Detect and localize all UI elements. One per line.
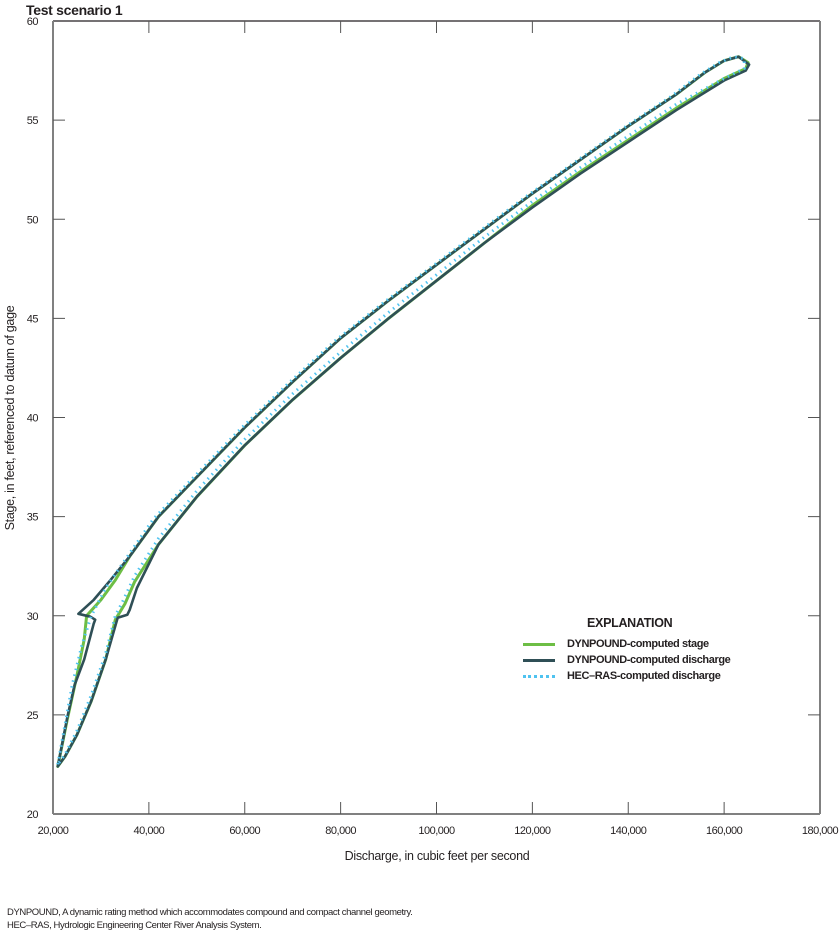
legend-title: EXPLANATION	[587, 616, 673, 630]
x-tick-label: 160,000	[706, 825, 743, 837]
y-tick-label: 30	[27, 611, 39, 623]
x-tick-label: 100,000	[418, 825, 455, 837]
footnote-hecras: HEC–RAS, Hydrologic Engineering Center R…	[7, 920, 262, 931]
chart-title: Test scenario 1	[26, 2, 123, 18]
x-tick-label: 20,000	[38, 825, 69, 837]
legend-item-stage: DYNPOUND-computed stage	[523, 636, 763, 652]
data-series	[56, 55, 751, 768]
y-tick-label: 55	[27, 115, 39, 127]
x-tick-label: 180,000	[802, 825, 839, 837]
y-tick-label: 20	[27, 809, 39, 821]
legend-item-dynpound-discharge: DYNPOUND-computed discharge	[523, 652, 763, 668]
legend: EXPLANATION DYNPOUND-computed stage DYNP…	[523, 616, 763, 684]
x-tick-label: 140,000	[610, 825, 647, 837]
axes: 20,000 40,000 60,000 80,000 100,000 120,000 14…	[27, 16, 839, 837]
legend-label: DYNPOUND-computed stage	[567, 638, 709, 650]
footnotes: DYNPOUND, A dynamic rating method which …	[7, 906, 413, 932]
y-tick-label: 50	[27, 214, 39, 226]
legend-swatch-dotted-blue-icon	[523, 674, 555, 678]
x-tick-label: 60,000	[229, 825, 260, 837]
x-tick-label: 40,000	[134, 825, 165, 837]
legend-label: HEC–RAS-computed discharge	[567, 670, 721, 682]
x-axis-title: Discharge, in cubic feet per second	[345, 849, 530, 863]
y-tick-label: 35	[27, 512, 39, 524]
x-tick-label: 120,000	[514, 825, 551, 837]
y-tick-label: 60	[27, 16, 39, 28]
y-tick-label: 25	[27, 710, 39, 722]
legend-swatch-solid-green-icon	[523, 642, 555, 646]
y-tick-label: 45	[27, 313, 39, 325]
footnote-dynpound: DYNPOUND, A dynamic rating method which …	[7, 907, 413, 918]
legend-item-hecras-discharge: HEC–RAS-computed discharge	[523, 668, 763, 684]
x-tick-label: 80,000	[325, 825, 356, 837]
legend-swatch-solid-dark-icon	[523, 658, 555, 662]
legend-label: DYNPOUND-computed discharge	[567, 654, 731, 666]
series-hec-ras-computed-discharge	[56, 55, 746, 766]
y-axis-title: Stage, in feet, referenced to datum of g…	[3, 305, 17, 530]
y-tick-label: 40	[27, 413, 39, 425]
